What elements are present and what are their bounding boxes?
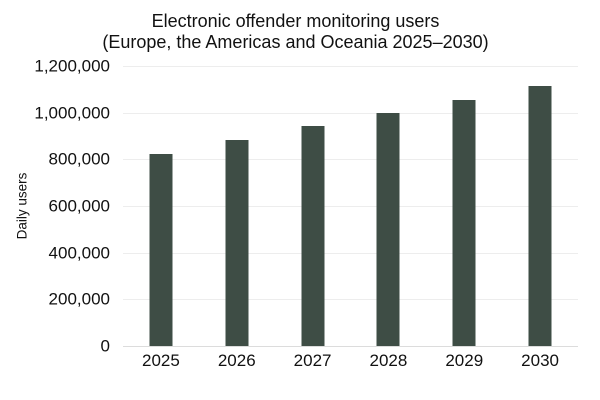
- y-tick-label: 0: [100, 336, 110, 356]
- chart-title-line2: (Europe, the Americas and Oceania 2025–2…: [102, 32, 489, 52]
- gridline: [123, 112, 578, 114]
- plot-area: [123, 66, 578, 347]
- y-tick-label: 600,000: [48, 196, 110, 216]
- chart-title-line1: Electronic offender monitoring users: [151, 11, 440, 31]
- bar-2029: [452, 99, 476, 346]
- y-axis-ticks: 1,200,000 1,000,000 800,000 600,000 400,000 2…: [0, 58, 110, 355]
- bar-2026: [225, 139, 249, 346]
- x-tick-label: 2025: [141, 351, 180, 370]
- bar-2027: [301, 125, 325, 346]
- x-tick-label: 2026: [217, 351, 256, 370]
- x-tick-label: 2029: [445, 351, 484, 370]
- gridline: [123, 159, 578, 161]
- x-axis-line: [123, 346, 578, 347]
- x-axis-ticks: 2025 2026 2027 2028 2029 2030: [123, 351, 578, 377]
- x-tick-label: 2027: [293, 351, 332, 370]
- gridline: [123, 299, 578, 301]
- y-tick-label: 200,000: [48, 289, 110, 309]
- x-tick-label: 2028: [369, 351, 408, 370]
- gridline: [123, 66, 578, 67]
- y-tick-label: 400,000: [48, 243, 110, 263]
- gridline: [123, 252, 578, 254]
- y-tick-label: 1,200,000: [34, 56, 110, 76]
- bar-2028: [376, 112, 400, 346]
- y-tick-label: 800,000: [48, 149, 110, 169]
- bar-2025: [149, 153, 173, 346]
- chart-title: Electronic offender monitoring users (Eu…: [0, 11, 591, 53]
- gridline: [123, 206, 578, 207]
- bar-2030: [528, 85, 552, 346]
- x-tick-label: 2030: [521, 351, 559, 370]
- y-tick-label: 1,000,000: [34, 103, 110, 123]
